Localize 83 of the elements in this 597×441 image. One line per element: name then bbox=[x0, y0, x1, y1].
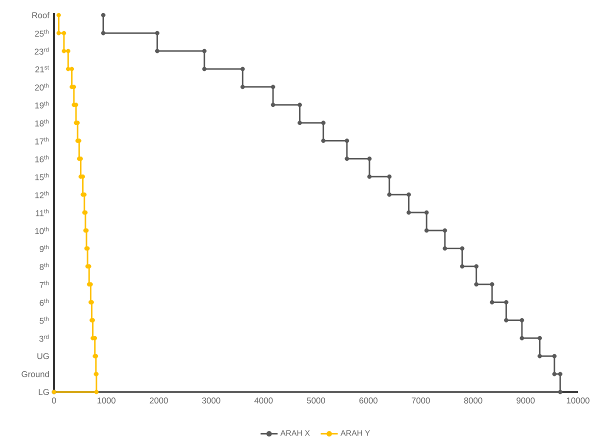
point bbox=[387, 174, 392, 179]
point bbox=[558, 372, 562, 376]
point bbox=[101, 30, 106, 36]
point bbox=[202, 48, 207, 54]
y-tick-label: 17$^{th}$ bbox=[35, 137, 49, 144]
y-tick-label: 10$^{th}$ bbox=[35, 226, 49, 234]
point bbox=[56, 12, 61, 18]
point bbox=[460, 246, 464, 251]
point bbox=[520, 336, 524, 340]
y-tick-label: 3$^{rd}$ bbox=[39, 334, 49, 342]
point bbox=[62, 48, 66, 54]
point bbox=[298, 102, 302, 108]
point bbox=[70, 66, 74, 72]
x-tick-label: 7000 bbox=[412, 398, 430, 404]
x-tick-label: 8000 bbox=[464, 398, 482, 404]
point bbox=[66, 66, 70, 72]
y-tick-label: 6$^{th}$ bbox=[40, 298, 49, 306]
y-tick-label: 12$^{th}$ bbox=[35, 191, 49, 198]
point bbox=[155, 48, 160, 54]
point bbox=[490, 282, 494, 287]
x-tick-label: 9000 bbox=[516, 398, 535, 404]
y-tick-label: 9$^{th}$ bbox=[40, 244, 49, 252]
point bbox=[101, 12, 106, 18]
point bbox=[94, 390, 99, 394]
point bbox=[344, 156, 350, 161]
point bbox=[424, 228, 429, 233]
point bbox=[298, 120, 302, 126]
point bbox=[344, 138, 350, 143]
point bbox=[406, 192, 411, 197]
point bbox=[504, 318, 508, 322]
point bbox=[460, 264, 464, 269]
y-tick-label: 18$^{th}$ bbox=[35, 119, 49, 126]
y-tick-label: UG bbox=[37, 353, 49, 360]
y-tick-label: Ground bbox=[22, 370, 49, 378]
point bbox=[406, 210, 411, 215]
point bbox=[321, 120, 326, 126]
point bbox=[387, 192, 392, 197]
point bbox=[558, 390, 562, 394]
point bbox=[442, 228, 448, 233]
y-tick-label: 21$^{st}$ bbox=[35, 66, 49, 72]
point bbox=[442, 246, 448, 251]
y-tick-label: 15$^{th}$ bbox=[35, 173, 49, 180]
y-tick-label: 20$^{th}$ bbox=[35, 83, 49, 91]
y-tick-label: 5$^{th}$ bbox=[40, 316, 49, 324]
point bbox=[474, 282, 479, 287]
point bbox=[321, 138, 326, 143]
x-tick-label: 3000 bbox=[202, 398, 220, 404]
point bbox=[202, 66, 207, 72]
point bbox=[538, 354, 542, 358]
point bbox=[270, 102, 276, 108]
point bbox=[56, 30, 61, 36]
y-tick-label: 19$^{th}$ bbox=[35, 101, 49, 108]
point bbox=[270, 84, 276, 90]
point bbox=[552, 372, 557, 376]
point bbox=[552, 354, 557, 358]
point bbox=[538, 336, 542, 340]
x-tick-label: 10000 bbox=[566, 398, 590, 404]
y-tick-label: LG bbox=[38, 389, 49, 395]
point bbox=[474, 264, 479, 269]
x-tick-label: 1000 bbox=[98, 398, 116, 404]
point bbox=[240, 84, 245, 90]
y-tick-label: 11$^{th}$ bbox=[36, 208, 49, 216]
y-tick-label: 23$^{rd}$ bbox=[34, 47, 49, 55]
point bbox=[155, 30, 160, 36]
point bbox=[240, 66, 245, 72]
y-tick-label: 7$^{th}$ bbox=[40, 280, 49, 288]
point bbox=[367, 156, 372, 161]
y-tick-label: 16$^{th}$ bbox=[35, 155, 49, 162]
point bbox=[520, 318, 524, 322]
y-tick-label: Roof bbox=[32, 12, 50, 18]
y-tick-label: 8$^{th}$ bbox=[40, 262, 49, 270]
point bbox=[66, 48, 70, 54]
x-tick-label: 2000 bbox=[150, 398, 168, 404]
point bbox=[504, 300, 508, 304]
point bbox=[490, 300, 494, 304]
point bbox=[62, 30, 66, 36]
y-tick-label: 25$^{th}$ bbox=[35, 30, 49, 37]
point bbox=[367, 174, 372, 179]
x-tick-label: 5000 bbox=[306, 398, 326, 404]
x-tick-label: 0 bbox=[52, 398, 56, 404]
x-tick-label: 6000 bbox=[359, 398, 378, 404]
point bbox=[424, 210, 429, 215]
x-tick-label: 4000 bbox=[254, 398, 273, 404]
